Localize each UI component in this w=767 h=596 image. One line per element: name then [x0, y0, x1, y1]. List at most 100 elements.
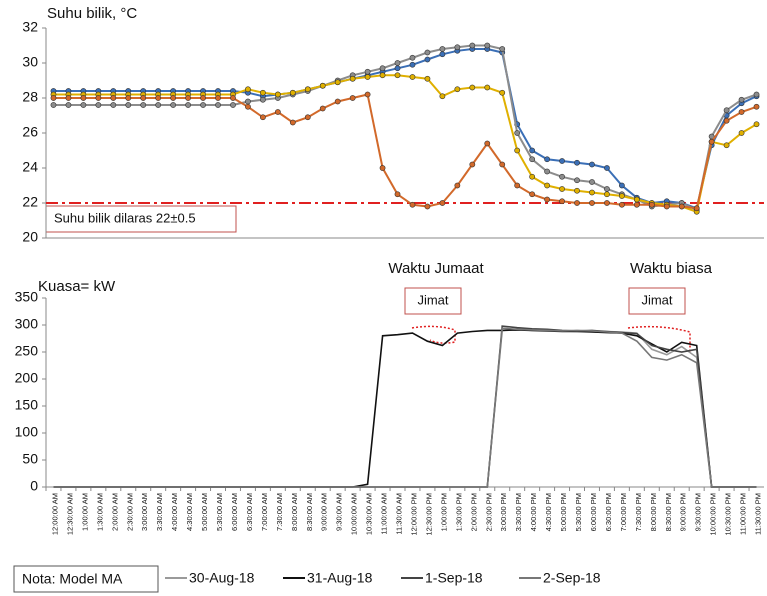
marker: [723, 117, 730, 124]
marker: [484, 84, 491, 91]
y-tick-label: 28: [22, 89, 38, 105]
marker: [80, 95, 87, 101]
marker: [80, 102, 87, 108]
marker: [245, 86, 251, 93]
x-tick-label: 2:00:00 AM: [110, 493, 119, 531]
marker: [95, 95, 102, 101]
marker: [110, 95, 117, 101]
marker: [409, 54, 416, 61]
x-tick-label: 6:30:00 PM: [604, 493, 613, 531]
y-axis-title: Suhu bilik, °C: [47, 5, 137, 22]
marker: [200, 95, 206, 101]
marker: [304, 86, 311, 93]
marker: [663, 203, 670, 210]
x-tick-label: 3:00:00 PM: [499, 493, 508, 531]
marker: [499, 46, 506, 52]
x-tick-label: 6:00:00 PM: [589, 493, 598, 531]
legend-box: [13, 565, 159, 593]
marker: [289, 119, 296, 126]
x-tick-label: 8:00:00 PM: [649, 493, 658, 531]
x-tick-label: 9:00:00 AM: [320, 493, 329, 531]
marker: [738, 96, 745, 103]
marker: [50, 102, 57, 108]
x-tick-label: 3:30:00 AM: [155, 493, 164, 531]
marker: [409, 201, 416, 208]
marker: [259, 114, 266, 121]
marker: [723, 107, 730, 114]
marker: [230, 95, 236, 101]
marker: [529, 156, 536, 163]
marker: [589, 179, 595, 185]
x-tick-label: 8:30:00 PM: [664, 493, 673, 531]
y-tick-label: 150: [15, 397, 39, 413]
x-tick-label: 11:30:00 PM: [754, 493, 763, 535]
marker: [140, 102, 147, 108]
marker: [364, 91, 371, 98]
x-tick-label: 11:00:00 PM: [739, 493, 748, 535]
series-line: [53, 325, 757, 488]
marker: [484, 42, 491, 49]
y-axis-title: Kuasa= kW: [38, 278, 116, 295]
y-tick-label: 350: [15, 289, 39, 305]
marker: [589, 161, 595, 168]
marker: [544, 196, 551, 203]
marker: [364, 74, 371, 80]
x-tick-label: 6:30:00 AM: [245, 493, 254, 531]
marker: [95, 102, 102, 108]
marker: [394, 72, 401, 79]
marker: [544, 182, 551, 189]
marker: [708, 138, 715, 145]
marker: [604, 186, 610, 192]
y-tick-label: 300: [15, 316, 39, 332]
marker: [349, 95, 356, 101]
x-tick-label: 5:00:00 AM: [200, 493, 209, 531]
marker: [618, 193, 625, 199]
x-tick-label: 1:30:00 PM: [454, 493, 463, 531]
series-line: [53, 328, 757, 488]
marker: [648, 201, 655, 208]
x-tick-label: 10:30:00 AM: [365, 493, 374, 535]
marker: [155, 95, 162, 101]
annotation: Waktu Jumaat: [388, 260, 484, 277]
marker: [319, 82, 326, 89]
marker: [304, 114, 311, 121]
marker: [559, 186, 565, 192]
marker: [589, 189, 595, 196]
marker: [185, 95, 192, 101]
marker: [693, 205, 700, 212]
x-tick-label: 9:30:00 AM: [335, 493, 344, 531]
marker: [125, 102, 132, 108]
annotation: Jimat: [641, 292, 672, 307]
marker: [245, 103, 251, 110]
marker: [454, 182, 461, 189]
marker: [439, 46, 446, 52]
x-tick-label: 3:30:00 PM: [514, 493, 523, 531]
y-tick-label: 50: [22, 451, 38, 467]
y-tick-label: 32: [22, 19, 38, 35]
x-tick-label: 11:30:00 AM: [395, 493, 404, 535]
legend-label: 1-Sep-18: [425, 570, 483, 586]
marker: [469, 84, 476, 91]
marker: [529, 147, 536, 154]
marker: [633, 201, 640, 208]
annotation-box: [404, 287, 462, 315]
marker: [499, 161, 506, 168]
legend-title: Nota: Model MA: [22, 571, 123, 587]
marker: [633, 196, 640, 203]
y-tick-label: 100: [15, 424, 39, 440]
y-tick-label: 22: [22, 194, 38, 210]
marker: [618, 182, 625, 189]
y-tick-label: 26: [22, 124, 38, 140]
y-tick-label: 24: [22, 159, 38, 175]
marker: [439, 93, 446, 100]
x-tick-label: 2:30:00 PM: [484, 493, 493, 531]
marker: [65, 102, 72, 108]
x-tick-label: 10:00:00 PM: [709, 493, 718, 536]
marker: [185, 102, 192, 108]
marker: [424, 56, 431, 63]
marker: [110, 102, 117, 108]
series-line: [53, 327, 757, 488]
marker: [499, 89, 506, 96]
